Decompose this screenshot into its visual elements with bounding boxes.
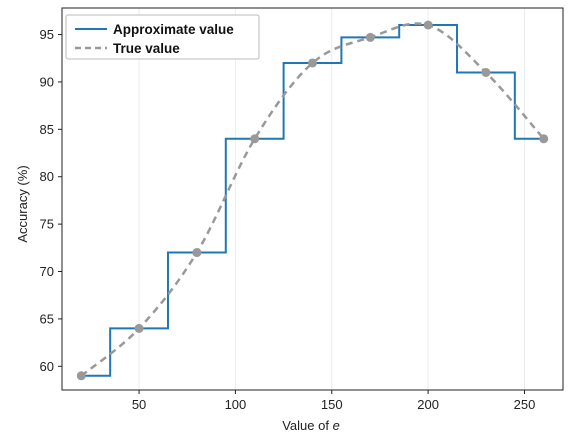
y-axis-ticks: 60 65 70 75 80 85 90 95 <box>40 27 62 374</box>
y-tick-label: 80 <box>40 169 54 184</box>
y-tick-label: 85 <box>40 122 54 137</box>
true-value-point <box>250 134 260 144</box>
legend: Approximate value True value <box>65 14 260 60</box>
x-axis-label: Value of e <box>282 418 340 433</box>
true-value-point <box>76 371 86 381</box>
series-approximate-value <box>81 24 544 377</box>
legend-box <box>65 14 260 60</box>
x-tick-label: 100 <box>225 397 247 412</box>
grid-lines <box>138 8 525 390</box>
true-value-point <box>481 67 491 77</box>
true-value-point <box>423 20 433 30</box>
y-tick-label: 65 <box>40 311 54 326</box>
series-true-value <box>80 22 545 377</box>
y-tick-label: 60 <box>40 359 54 374</box>
y-tick-label: 70 <box>40 264 54 279</box>
legend-label-approximate: Approximate value <box>113 22 234 37</box>
x-tick-label: 250 <box>514 397 536 412</box>
y-tick-label: 90 <box>40 74 54 89</box>
y-tick-label: 95 <box>40 27 54 42</box>
x-axis-ticks: 50 100 150 200 250 <box>132 390 535 412</box>
y-axis-label: Accuracy (%) <box>15 165 30 242</box>
y-tick-label: 75 <box>40 217 54 232</box>
true-value-point <box>192 248 202 258</box>
true-value-point <box>365 32 375 42</box>
plot-frame <box>61 7 564 391</box>
true-value-point <box>539 134 549 144</box>
true-value-point <box>308 58 317 68</box>
x-tick-label: 200 <box>417 397 439 412</box>
true-value-point <box>134 323 144 333</box>
x-tick-label: 150 <box>321 397 343 412</box>
legend-label-true: True value <box>113 41 180 56</box>
series-layer <box>76 20 549 381</box>
x-tick-label: 50 <box>132 397 146 412</box>
